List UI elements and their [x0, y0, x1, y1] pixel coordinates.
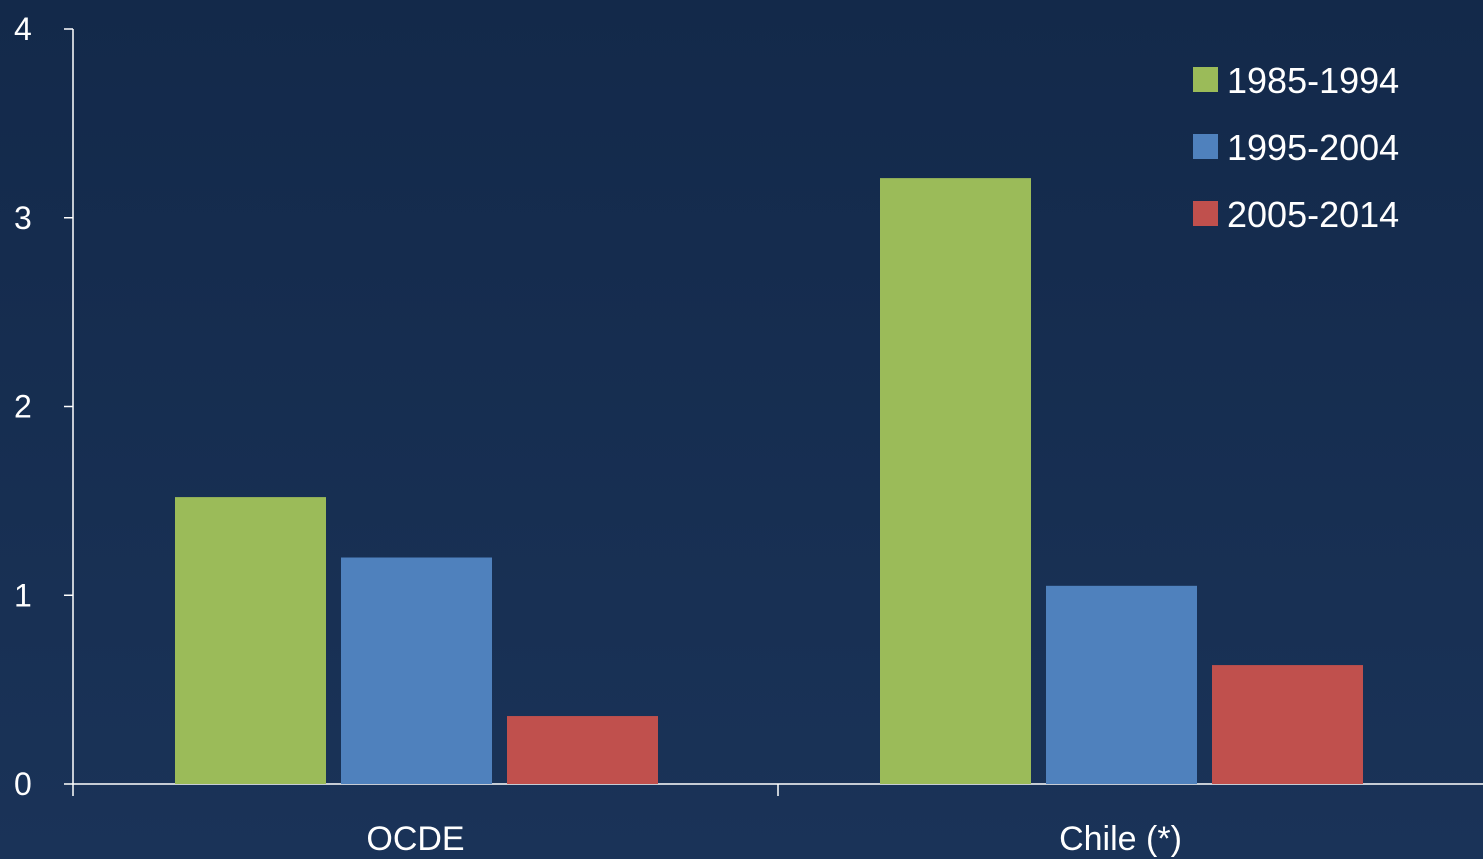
bar-1995-2004-Chile (*) — [1046, 585, 1197, 784]
legend-label: 1995-2004 — [1227, 127, 1399, 168]
y-tick-label: 4 — [14, 11, 32, 47]
bar-1985-1994-Chile (*) — [880, 178, 1031, 785]
legend: 1985-1994 1995-2004 2005-2014 — [1193, 60, 1399, 235]
legend-label: 2005-2014 — [1227, 194, 1399, 235]
x-category-label: OCDE — [366, 820, 464, 858]
y-axis: 0 1 2 3 4 — [14, 11, 74, 802]
y-tick-label: 3 — [14, 200, 32, 236]
y-tick-label: 1 — [14, 577, 32, 613]
bar-2005-2014-Chile (*) — [1212, 665, 1363, 784]
legend-swatch — [1193, 201, 1218, 226]
legend-label: 1985-1994 — [1227, 60, 1399, 101]
bar-1985-1994-OCDE — [175, 497, 326, 784]
legend-swatch — [1193, 134, 1218, 159]
x-category-label: Chile (*) — [1059, 820, 1182, 858]
bars — [175, 178, 1363, 785]
y-tick-label: 2 — [14, 389, 32, 425]
x-axis: OCDE Chile (*) — [72, 783, 1483, 858]
y-tick-label: 0 — [14, 766, 32, 802]
bar-1995-2004-OCDE — [341, 557, 492, 784]
legend-swatch — [1193, 67, 1218, 92]
bar-2005-2014-OCDE — [507, 716, 658, 784]
